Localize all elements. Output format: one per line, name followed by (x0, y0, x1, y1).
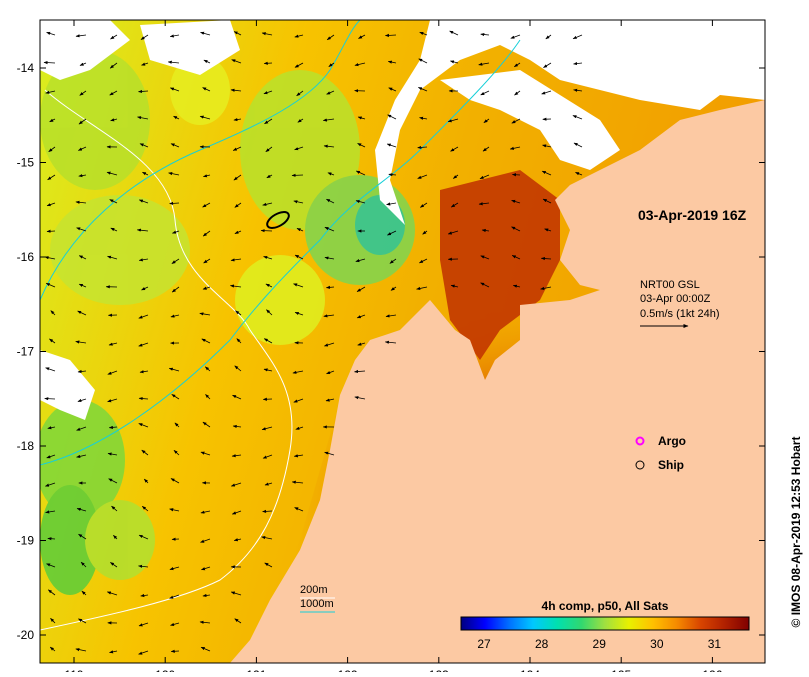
colorbar-ramp (461, 617, 749, 630)
x-tick-label: 120 (155, 668, 175, 672)
x-tick-label: 123 (429, 668, 449, 672)
current-arrow (512, 175, 520, 176)
y-tick-label: -14 (17, 61, 35, 75)
colorbar-tick-label: 27 (477, 637, 491, 651)
map-area (35, 20, 765, 663)
current-arrow (264, 63, 272, 64)
colorbar-tick-label: 31 (708, 637, 722, 651)
current-info-line3: 0.5m/s (1kt 24h) (640, 308, 719, 320)
x-tick-label: 121 (246, 668, 266, 672)
x-tick-label: 119 (64, 668, 83, 672)
x-tick-label: 125 (611, 668, 631, 672)
timestamp-label: 03-Apr-2019 16Z (638, 207, 747, 223)
current-arrow (292, 175, 303, 176)
current-info-line1: NRT00 GSL (640, 279, 700, 291)
current-arrow (171, 651, 179, 652)
x-tick-label: 126 (702, 668, 722, 672)
y-tick-label: -15 (17, 156, 35, 170)
x-tick-label: 124 (520, 668, 540, 672)
y-tick-label: -18 (17, 439, 35, 453)
isobath-1000m-label: 1000m (300, 598, 334, 610)
ship-legend-label: Ship (658, 458, 684, 472)
isobath-200m-label: 200m (300, 584, 328, 596)
y-tick-label: -20 (17, 628, 35, 642)
x-tick-label: 122 (338, 668, 358, 672)
colorbar-tick-label: 28 (535, 637, 549, 651)
argo-legend-label: Argo (658, 434, 686, 448)
y-tick-label: -19 (17, 534, 35, 548)
current-info-line2: 03-Apr 00:00Z (640, 293, 711, 305)
current-arrow (47, 231, 55, 232)
colorbar-tick-label: 29 (593, 637, 607, 651)
y-tick-label: -17 (17, 345, 35, 359)
current-arrow (45, 399, 55, 400)
y-tick-label: -16 (17, 250, 35, 264)
credit-text: © IMOS 08-Apr-2019 12:53 Hobart (789, 437, 803, 628)
current-arrow (261, 231, 272, 232)
colorbar-tick-label: 30 (650, 637, 664, 651)
colorbar-title: 4h comp, p50, All Sats (542, 599, 669, 613)
copyright-credit: © IMOS 08-Apr-2019 12:53 Hobart (787, 392, 805, 672)
